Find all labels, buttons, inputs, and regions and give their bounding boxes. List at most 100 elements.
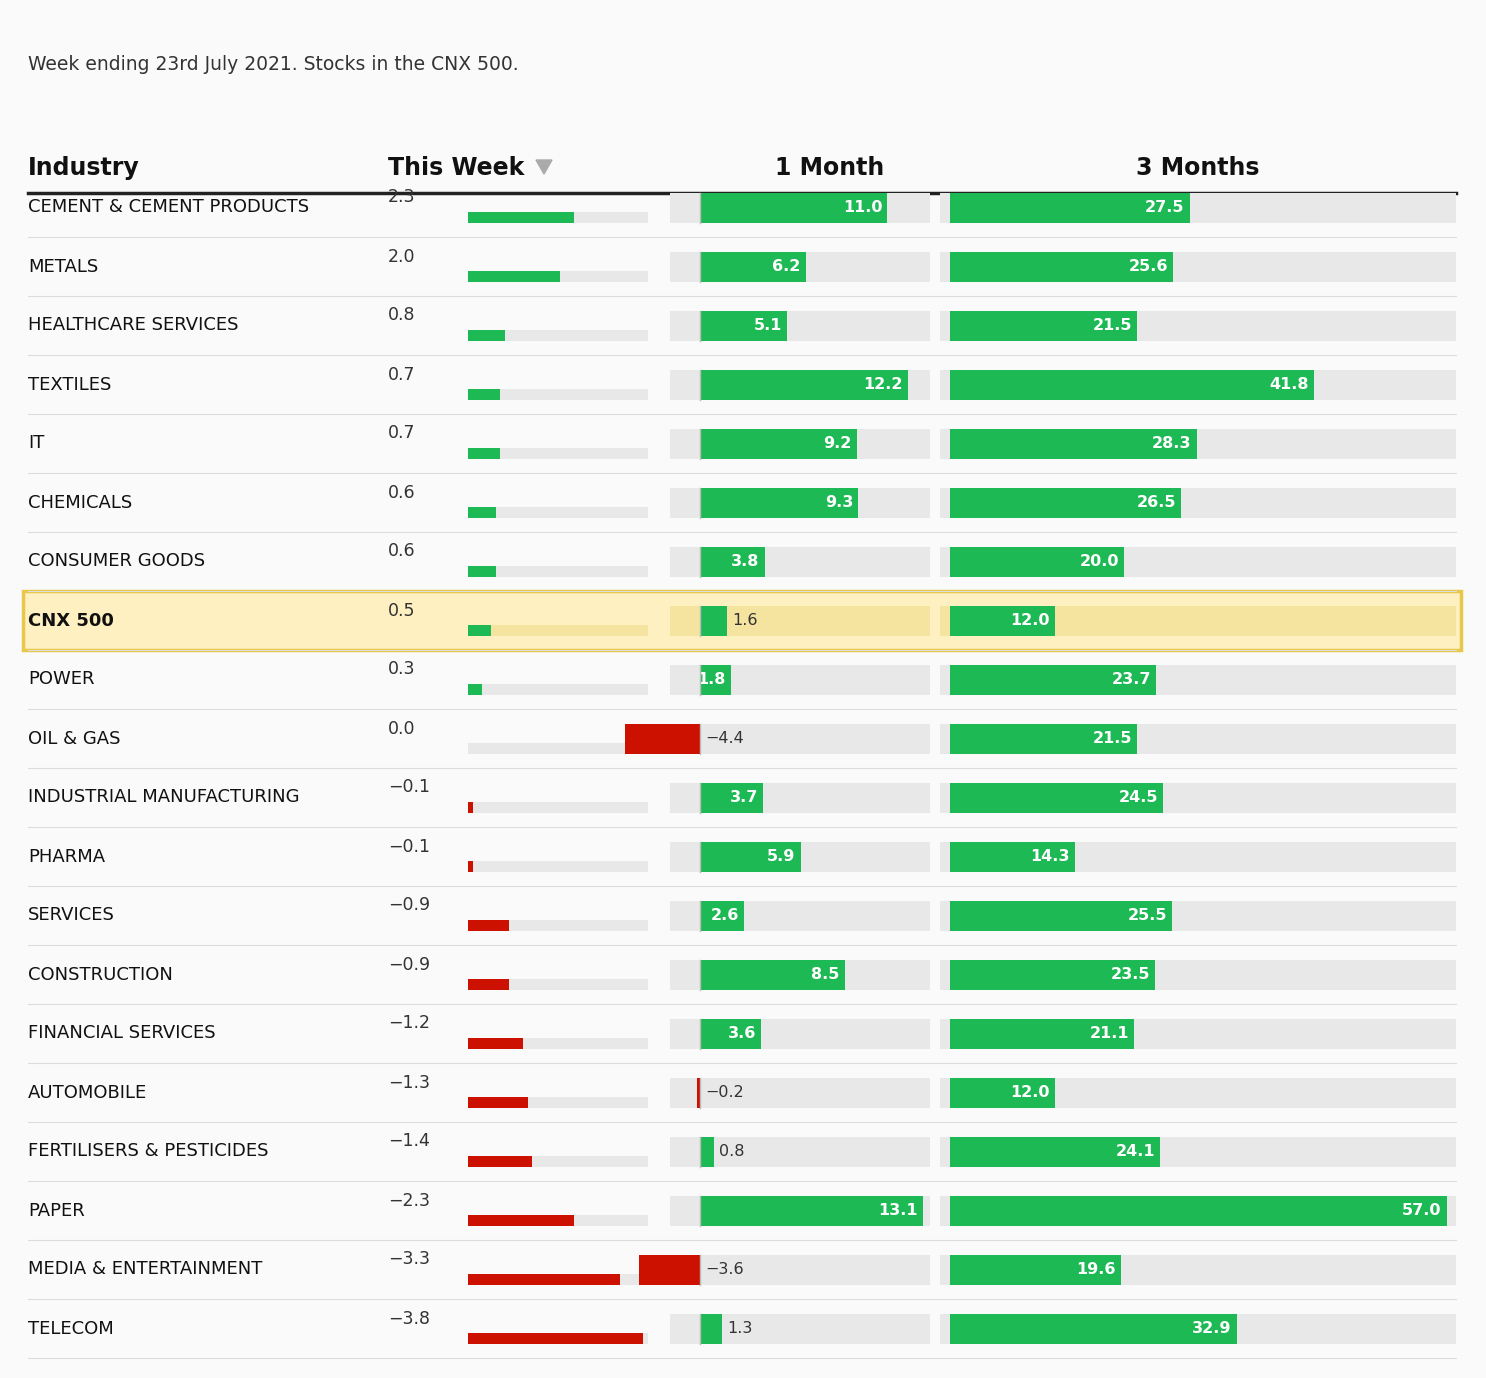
Bar (670, 842, 930, 871)
Bar (468, 271, 648, 282)
Bar (626, 723, 700, 754)
Text: 12.2: 12.2 (863, 378, 903, 391)
Text: −0.2: −0.2 (704, 1084, 744, 1100)
Bar (941, 547, 1456, 576)
Text: 21.1: 21.1 (1089, 1027, 1129, 1040)
Text: 2.0: 2.0 (388, 248, 416, 266)
Bar (950, 488, 1181, 518)
Bar (941, 842, 1456, 871)
Text: TEXTILES: TEXTILES (28, 375, 111, 394)
Bar (941, 605, 1456, 635)
Text: 0.7: 0.7 (388, 365, 416, 383)
Text: 12.0: 12.0 (1010, 1084, 1049, 1100)
Bar (468, 1275, 648, 1286)
Bar (468, 1038, 523, 1049)
Text: 26.5: 26.5 (1137, 495, 1175, 510)
Bar (468, 626, 490, 637)
Bar (950, 1137, 1161, 1167)
Text: CONSUMER GOODS: CONSUMER GOODS (28, 553, 205, 570)
Text: −3.8: −3.8 (388, 1309, 429, 1327)
Bar (468, 566, 648, 577)
Text: 2.6: 2.6 (710, 908, 740, 923)
Bar (670, 959, 930, 989)
Bar (468, 271, 560, 282)
Bar (468, 1215, 574, 1226)
Text: 9.2: 9.2 (823, 435, 851, 451)
Bar (639, 1254, 700, 1284)
Text: 8.5: 8.5 (811, 967, 840, 983)
Text: −0.1: −0.1 (388, 838, 429, 856)
Text: 6.2: 6.2 (773, 259, 801, 274)
Bar (941, 1018, 1456, 1049)
Bar (950, 547, 1125, 576)
Bar (950, 1313, 1236, 1344)
Bar (468, 448, 501, 459)
Bar (468, 978, 510, 989)
Bar (468, 626, 648, 637)
Text: 0.6: 0.6 (388, 484, 416, 502)
Text: 0.3: 0.3 (388, 660, 416, 678)
Bar (468, 389, 648, 400)
Bar (700, 1313, 722, 1344)
Bar (941, 664, 1456, 695)
Bar (941, 488, 1456, 518)
Bar (941, 193, 1456, 222)
Text: 27.5: 27.5 (1146, 200, 1184, 215)
Text: 20.0: 20.0 (1080, 554, 1119, 569)
Text: 23.5: 23.5 (1110, 967, 1150, 983)
Bar (950, 1196, 1447, 1225)
Bar (700, 369, 908, 400)
Text: PAPER: PAPER (28, 1202, 85, 1220)
Bar (941, 1137, 1456, 1167)
Bar (950, 193, 1190, 222)
Bar (950, 252, 1172, 281)
Text: 1 Month: 1 Month (776, 156, 884, 181)
Bar (700, 959, 846, 989)
Bar (468, 1156, 648, 1167)
Text: −0.9: −0.9 (388, 897, 429, 915)
Bar (700, 310, 788, 340)
Bar (468, 507, 648, 518)
Bar (468, 329, 648, 340)
Text: −1.4: −1.4 (388, 1133, 429, 1151)
Bar (700, 252, 805, 281)
Text: FERTILISERS & PESTICIDES: FERTILISERS & PESTICIDES (28, 1142, 269, 1160)
Bar (950, 369, 1314, 400)
Polygon shape (536, 160, 551, 174)
Text: CHEMICALS: CHEMICALS (28, 493, 132, 511)
Bar (941, 959, 1456, 989)
Text: FINANCIAL SERVICES: FINANCIAL SERVICES (28, 1024, 215, 1043)
Bar (670, 193, 930, 222)
Text: 0.0: 0.0 (388, 719, 416, 737)
Bar (700, 1196, 923, 1225)
Text: INDUSTRIAL MANUFACTURING: INDUSTRIAL MANUFACTURING (28, 788, 300, 806)
Bar (670, 605, 930, 635)
Bar (950, 1078, 1055, 1108)
Bar (670, 1196, 930, 1225)
Text: CONSTRUCTION: CONSTRUCTION (28, 966, 172, 984)
Bar (468, 1275, 620, 1286)
Bar (941, 723, 1456, 754)
Bar (670, 723, 930, 754)
Text: MEDIA & ENTERTAINMENT: MEDIA & ENTERTAINMENT (28, 1261, 263, 1279)
Bar (468, 1097, 648, 1108)
Bar (700, 842, 801, 871)
Bar (670, 310, 930, 340)
Bar (700, 664, 731, 695)
Bar (941, 369, 1456, 400)
Bar (468, 1333, 643, 1344)
Bar (700, 429, 857, 459)
Bar (670, 1018, 930, 1049)
Text: −2.3: −2.3 (388, 1192, 429, 1210)
Text: −0.9: −0.9 (388, 955, 429, 973)
Bar (670, 783, 930, 813)
Text: 5.1: 5.1 (753, 318, 782, 333)
Text: 25.5: 25.5 (1128, 908, 1167, 923)
Text: CEMENT & CEMENT PRODUCTS: CEMENT & CEMENT PRODUCTS (28, 198, 309, 216)
Bar (468, 921, 510, 932)
Text: −1.2: −1.2 (388, 1014, 429, 1032)
Text: −3.3: −3.3 (388, 1250, 429, 1269)
Bar (941, 1254, 1456, 1284)
Bar (950, 1254, 1120, 1284)
Text: CNX 500: CNX 500 (28, 612, 114, 630)
